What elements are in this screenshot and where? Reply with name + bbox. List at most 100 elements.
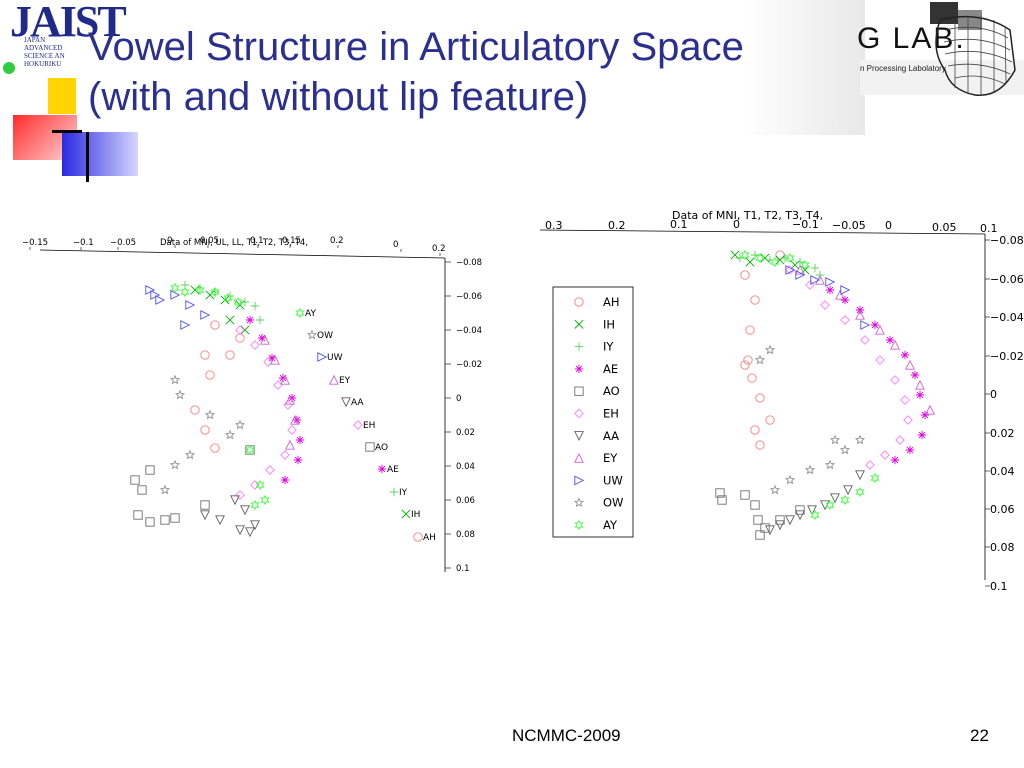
point-ow (854, 434, 866, 445)
point-ao (145, 465, 155, 475)
point-ow (174, 389, 186, 400)
point-ao (760, 523, 770, 533)
point-eh (875, 355, 885, 365)
x-tick-label: −0.1 (73, 238, 94, 248)
x-tick-label: 0.15 (282, 236, 301, 246)
point-ao (753, 515, 763, 525)
legend-marker-ao (365, 442, 375, 452)
point-ao (715, 488, 725, 498)
point-ah (775, 250, 785, 260)
point-eh (250, 340, 260, 350)
x-tick-label: 0 (733, 218, 740, 231)
point-uw (145, 285, 156, 295)
point-ay (180, 286, 190, 298)
y-tick-label: −0.06 (990, 273, 1024, 286)
point-ah (755, 440, 765, 450)
point-aa (775, 520, 785, 531)
point-iy (250, 301, 260, 311)
point-ow (224, 429, 236, 440)
legend-label: UW (603, 473, 623, 487)
point-ah (750, 425, 760, 435)
legend-label: AY (603, 518, 618, 532)
y-tick-label: −0.08 (990, 234, 1024, 247)
jaist-sub-line: ADVANCED (24, 44, 63, 52)
y-tick-label: 0 (456, 394, 461, 404)
x-tick-label: 0.1 (670, 218, 688, 231)
point-ae (905, 445, 915, 455)
y-tick-label: 0.02 (990, 427, 1015, 440)
point-ao (750, 500, 760, 510)
point-ah (225, 350, 235, 360)
point-ow (169, 374, 181, 385)
legend-label: UW (327, 353, 343, 363)
point-eh (900, 395, 910, 405)
legend-label: EY (339, 376, 351, 386)
point-ay (800, 259, 810, 271)
point-ah (747, 373, 757, 383)
point-aa (830, 493, 840, 504)
legend-marker-ow (306, 329, 318, 340)
point-ah (750, 295, 760, 305)
point-ae (900, 350, 910, 360)
point-ah (210, 443, 220, 453)
point-ae (287, 393, 297, 403)
point-eh (895, 435, 905, 445)
point-ae (278, 373, 288, 383)
point-aa (820, 500, 830, 511)
jaist-logo-subtext: JAPAN ADVANCED SCIENCE AN HOKURIKU (24, 36, 65, 68)
point-aa (230, 495, 240, 506)
point-eh (805, 280, 815, 290)
jaist-logo-text: JAIST (10, 0, 127, 46)
point-uw (810, 275, 821, 285)
point-ae (885, 335, 895, 345)
legend-marker-ay (295, 307, 305, 319)
y-tick-label: 0.02 (456, 428, 475, 438)
slide-title-line: Vowel Structure in Articulatory Space (88, 25, 744, 69)
point-ih (745, 257, 755, 267)
point-eh (903, 415, 913, 425)
y-tick-label: 0.04 (456, 462, 475, 472)
legend-marker-aa (341, 397, 351, 408)
jaist-sub-line: HOKURIKU (24, 60, 62, 68)
point-ey (285, 394, 295, 405)
slide-title-line: (with and without lip feature) (88, 75, 589, 119)
point-ey (855, 309, 865, 320)
point-eh (840, 315, 850, 325)
legend-label: IY (399, 488, 408, 498)
legend-marker-ey (574, 452, 584, 463)
point-ay (250, 499, 260, 511)
point-ao (133, 510, 143, 520)
point-ae (917, 430, 927, 440)
point-aa (807, 505, 817, 516)
point-ay (195, 284, 205, 296)
x-tick-labels: 0.3 0.2 0.1 0 −0.1 −0.05 0 0.05 0.1 (545, 218, 998, 235)
point-aa (245, 527, 255, 538)
y-tick-label: 0.1 (456, 564, 470, 574)
legend-label: AY (305, 309, 316, 319)
point-ey (280, 374, 290, 385)
y-tick-labels: −0.08 −0.06 −0.04 −0.02 0 0.02 0.04 0.06 0.08 0.1 (985, 234, 1024, 593)
legend-marker-ih (574, 319, 584, 329)
point-ay (210, 286, 220, 298)
x-tick-label: 0 (167, 236, 172, 246)
point-ay (810, 509, 820, 521)
point-ah (190, 405, 200, 415)
x-tick-label: 0.1 (250, 236, 264, 246)
legend-label: IH (411, 510, 420, 520)
legend-marker-ay (574, 519, 584, 531)
top-axis-line (539, 229, 986, 235)
point-ay (740, 249, 750, 261)
legend-marker-ow (573, 497, 585, 508)
point-ow (829, 434, 841, 445)
chart-title: Data of MNI, UL, LL, T1, T2, T3, T4, (160, 238, 308, 248)
point-ow (764, 344, 776, 355)
x-tick-label: −0.05 (110, 238, 136, 248)
point-ae (280, 475, 290, 485)
legend-label: EY (603, 451, 618, 465)
point-ao (200, 500, 210, 510)
point-ao (740, 490, 750, 500)
point-ay (770, 256, 780, 268)
legend-label: EH (603, 407, 619, 421)
point-ae (295, 435, 305, 445)
point-ah (740, 360, 750, 370)
